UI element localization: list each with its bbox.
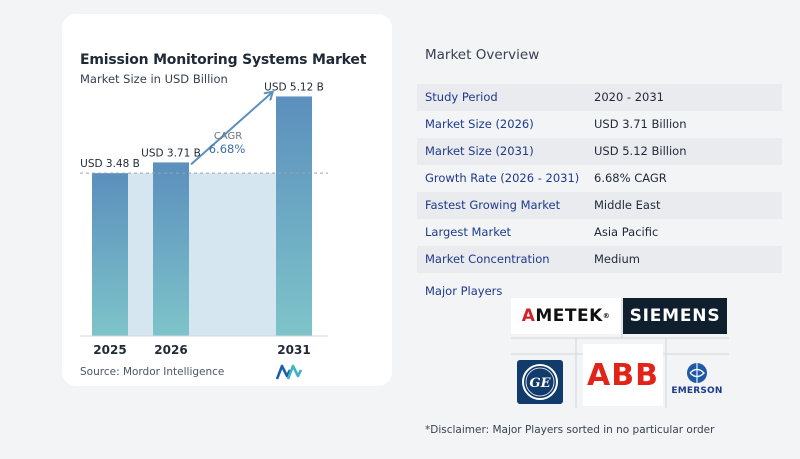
overview-row-concentration: Market Concentration Medium [417,246,782,273]
x-tick-label-2025: 2025 [93,343,126,357]
bar-2031 [276,96,312,336]
emerson-logo: EMERSON [666,356,728,402]
ametek-logo-mark: ® [602,312,611,320]
overview-value: Asia Pacific [594,225,659,239]
x-tick-label-2031: 2031 [277,343,310,357]
overview-row-market-size-2031: Market Size (2031) USD 5.12 Billion [417,138,782,165]
overview-value: 2020 - 2031 [594,90,664,104]
overview-label: Growth Rate (2026 - 2031) [425,171,580,185]
chart-subtitle: Market Size in USD Billion [80,72,228,86]
x-tick-label-2026: 2026 [154,343,187,357]
overview-value: 6.68% CAGR [594,171,667,185]
overview-value: Medium [594,252,640,266]
major-players-label: Major Players [425,284,503,298]
cagr-label: CAGR [214,131,242,142]
overview-label: Market Size (2026) [425,117,534,131]
siemens-logo: SIEMENS [623,298,727,334]
mordor-logo-icon [276,364,302,380]
chart-panel: Emission Monitoring Systems Market Marke… [62,14,392,386]
cagr-arrow [190,92,272,166]
overview-label: Market Concentration [425,252,550,266]
overview-label: Market Size (2031) [425,144,534,158]
overview-label: Fastest Growing Market [425,198,561,212]
data-label-2025: USD 3.48 B [80,158,140,170]
data-label-2026: USD 3.71 B [141,147,201,159]
chart-title: Emission Monitoring Systems Market [80,52,367,68]
overview-row-growth-rate: Growth Rate (2026 - 2031) 6.68% CAGR [417,165,782,192]
disclaimer-text: *Disclaimer: Major Players sorted in no … [425,424,715,436]
overview-label: Study Period [425,90,498,104]
bar-2026 [153,162,189,336]
bar-2025 [92,173,128,336]
overview-title: Market Overview [425,47,540,63]
cagr-value: 6.68% [209,142,246,156]
overview-row-largest-market: Largest Market Asia Pacific [417,219,782,246]
data-label-2031: USD 5.12 B [264,81,324,93]
ge-monogram-icon: GE [522,364,558,400]
source-text: Source: Mordor Intelligence [80,366,225,378]
ametek-logo-rest: METEK [535,306,603,326]
overview-label: Largest Market [425,225,512,239]
overview-value: USD 5.12 Billion [594,144,687,158]
ge-logo-text: GE [529,376,551,391]
ametek-logo-a: A [521,306,536,326]
emerson-logo-text: EMERSON [671,386,723,396]
overview-row-fastest-growing: Fastest Growing Market Middle East [417,192,782,219]
overview-row-study-period: Study Period 2020 - 2031 [417,84,782,111]
ge-logo: GE [517,360,563,404]
overview-row-market-size-2026: Market Size (2026) USD 3.71 Billion [417,111,782,138]
ametek-logo: A METEK ® [511,298,621,334]
overview-value: Middle East [594,198,661,212]
abb-logo: ABB [583,344,663,406]
overview-value: USD 3.71 Billion [594,117,687,131]
emerson-globe-icon [687,363,707,383]
